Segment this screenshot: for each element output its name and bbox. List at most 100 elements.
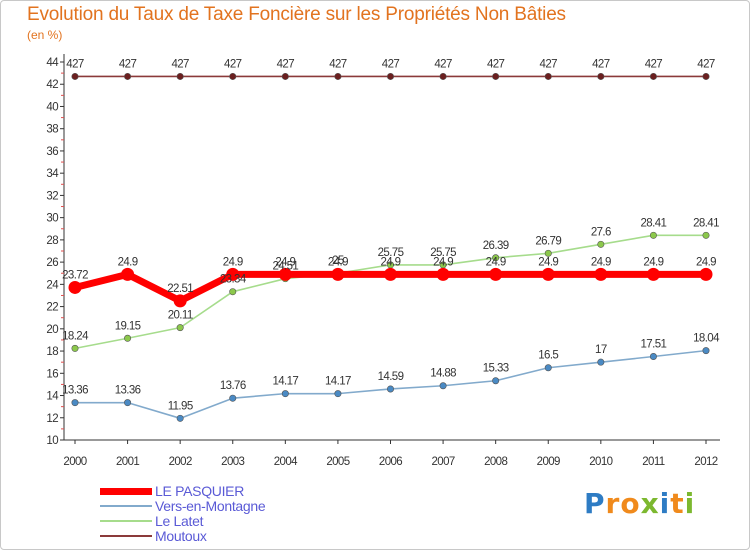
- data-label-vers-en-montagne: 14.17: [325, 376, 351, 388]
- data-point-vers-en-montagne: [229, 394, 237, 402]
- data-point-vers-en-montagne: [334, 390, 342, 398]
- data-point-vers-en-montagne: [386, 385, 394, 393]
- data-point-le-pasquier: [489, 267, 503, 281]
- data-point-le-pasquier: [541, 267, 555, 281]
- data-point-le-latet: [544, 249, 552, 257]
- data-label-moutoux: 427: [119, 58, 137, 70]
- data-label-moutoux: 427: [382, 58, 400, 70]
- data-label-moutoux: 427: [66, 58, 84, 70]
- x-tick-label: 2012: [694, 456, 717, 468]
- data-point-le-pasquier: [278, 267, 292, 281]
- data-point-le-latet: [229, 288, 237, 296]
- data-point-moutoux: [597, 72, 605, 80]
- y-tick-label: 12: [46, 413, 58, 425]
- data-point-vers-en-montagne: [702, 347, 710, 355]
- data-point-le-pasquier: [384, 267, 397, 281]
- data-label-vers-en-montagne: 14.88: [430, 368, 456, 380]
- data-point-le-latet: [702, 231, 710, 239]
- data-label-le-pasquier: 24.9: [486, 256, 506, 268]
- y-axis-unit-label: (en %): [27, 28, 63, 42]
- legend-label: Vers-en-Montagne: [155, 498, 266, 514]
- data-point-vers-en-montagne: [124, 399, 132, 407]
- x-tick-label: 2008: [484, 456, 507, 468]
- logo-letter: i: [659, 487, 671, 520]
- data-point-moutoux: [334, 72, 342, 80]
- data-point-moutoux: [439, 72, 447, 80]
- data-label-vers-en-montagne: 13.36: [115, 385, 141, 397]
- data-label-moutoux: 427: [171, 58, 189, 70]
- data-point-moutoux: [492, 72, 500, 80]
- y-tick-label: 10: [46, 435, 58, 447]
- data-point-le-latet: [649, 231, 657, 239]
- data-point-le-pasquier: [699, 267, 713, 281]
- data-point-le-pasquier: [331, 267, 345, 281]
- data-point-le-latet: [597, 240, 605, 248]
- data-point-vers-en-montagne: [492, 377, 500, 385]
- y-tick-label: 22: [46, 302, 58, 314]
- data-point-le-pasquier: [68, 280, 82, 294]
- data-point-moutoux: [649, 72, 657, 80]
- data-label-vers-en-montagne: 13.76: [220, 380, 246, 392]
- data-point-vers-en-montagne: [439, 382, 447, 390]
- data-point-moutoux: [386, 72, 394, 80]
- data-label-le-latet: 26.79: [535, 235, 561, 247]
- logo-letter: r: [605, 487, 621, 520]
- legend-label: Moutoux: [155, 528, 207, 544]
- legend-swatch: [100, 535, 152, 537]
- data-point-moutoux: [124, 72, 132, 80]
- y-tick-label: 42: [46, 79, 58, 91]
- data-point-le-pasquier: [594, 267, 608, 281]
- data-point-vers-en-montagne: [544, 364, 552, 372]
- x-tick-label: 2009: [537, 456, 560, 468]
- data-label-moutoux: 427: [592, 58, 610, 70]
- y-tick-label: 44: [46, 57, 59, 69]
- data-point-le-pasquier: [646, 267, 660, 281]
- data-label-le-latet: 23.34: [220, 274, 247, 286]
- data-point-le-pasquier: [173, 294, 187, 308]
- data-label-moutoux: 427: [277, 58, 295, 70]
- data-label-le-latet: 27.6: [591, 226, 611, 238]
- legend-label: LE PASQUIER: [155, 483, 245, 499]
- data-label-le-pasquier: 24.9: [275, 256, 295, 268]
- data-point-moutoux: [544, 72, 552, 80]
- logo-letter: P: [584, 487, 606, 520]
- y-tick-label: 14: [46, 391, 59, 403]
- x-tick-label: 2004: [274, 456, 298, 468]
- x-tick-label: 2001: [116, 456, 139, 468]
- x-tick-label: 2006: [379, 456, 402, 468]
- data-point-le-latet: [71, 344, 79, 352]
- data-label-vers-en-montagne: 15.33: [483, 363, 509, 375]
- data-label-le-pasquier: 24.9: [118, 256, 138, 268]
- data-point-vers-en-montagne: [281, 390, 289, 398]
- legend-label: Le Latet: [155, 513, 204, 529]
- data-label-vers-en-montagne: 14.17: [272, 376, 298, 388]
- data-label-vers-en-montagne: 16.5: [538, 350, 558, 362]
- logo-letter: t: [670, 487, 685, 520]
- data-label-le-latet: 20.11: [168, 310, 193, 322]
- data-label-moutoux: 427: [697, 58, 715, 70]
- y-tick-label: 36: [46, 146, 58, 158]
- logo-letter: x: [640, 487, 660, 520]
- logo-letter: o: [620, 487, 641, 520]
- data-point-moutoux: [229, 72, 237, 80]
- x-tick-label: 2000: [63, 456, 86, 468]
- y-tick-label: 20: [46, 324, 58, 336]
- y-tick-label: 26: [46, 257, 58, 269]
- y-tick-label: 30: [46, 213, 58, 225]
- y-tick-label: 18: [46, 346, 58, 358]
- data-label-le-latet: 25.75: [378, 247, 404, 259]
- data-label-moutoux: 427: [329, 58, 347, 70]
- data-label-vers-en-montagne: 14.59: [378, 371, 404, 383]
- x-tick-label: 2007: [431, 456, 454, 468]
- data-point-moutoux: [281, 72, 289, 80]
- data-label-vers-en-montagne: 17.51: [641, 339, 667, 351]
- data-label-moutoux: 427: [224, 58, 242, 70]
- data-point-moutoux: [176, 72, 184, 80]
- data-label-le-latet: 25: [332, 255, 344, 267]
- data-label-le-pasquier: 24.9: [591, 256, 611, 268]
- data-point-le-pasquier: [436, 267, 450, 281]
- data-label-vers-en-montagne: 13.36: [62, 385, 88, 397]
- data-label-le-latet: 18.24: [62, 330, 89, 342]
- data-label-le-pasquier: 23.72: [62, 269, 88, 281]
- x-tick-label: 2011: [642, 456, 665, 468]
